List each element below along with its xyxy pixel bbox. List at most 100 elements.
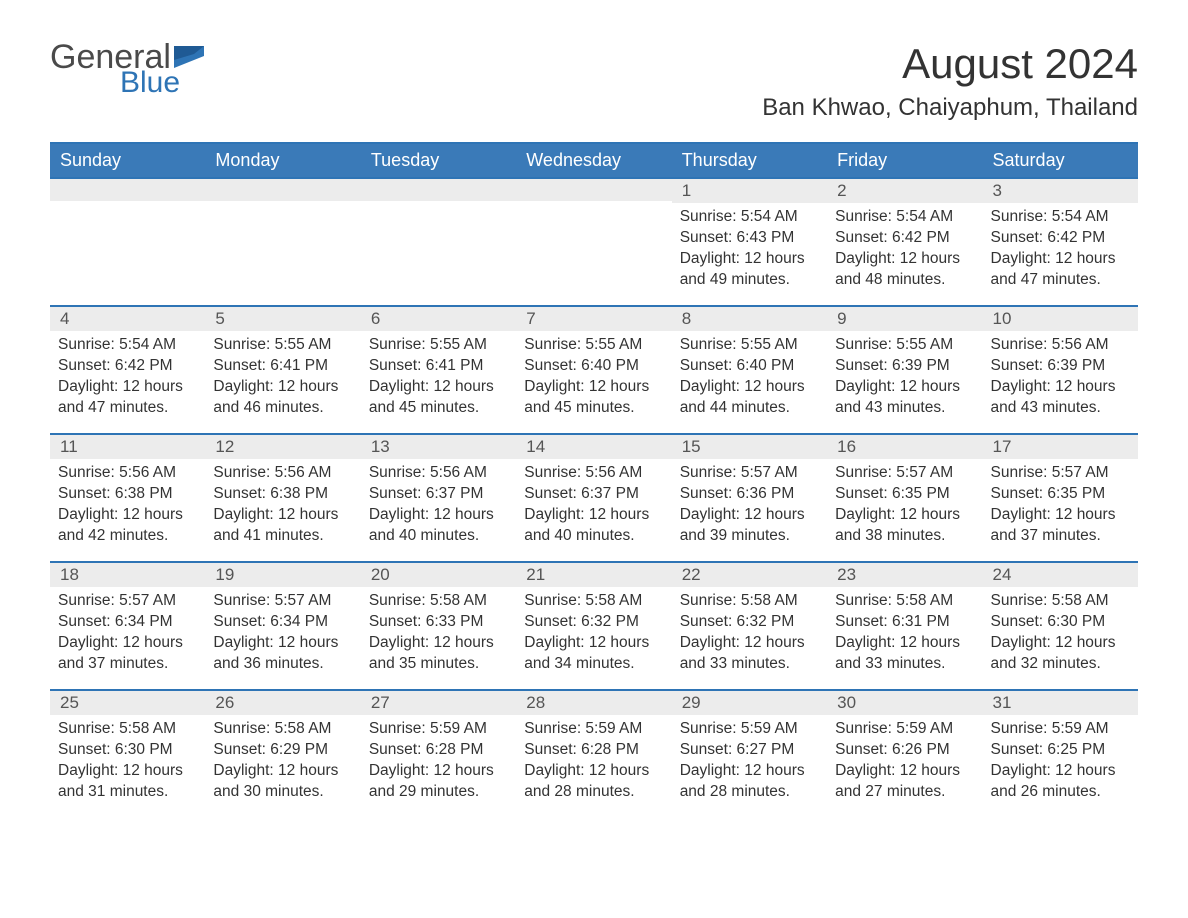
calendar-cell: 14Sunrise: 5:56 AMSunset: 6:37 PMDayligh… <box>516 433 671 561</box>
calendar-cell: 22Sunrise: 5:58 AMSunset: 6:32 PMDayligh… <box>672 561 827 689</box>
sunset-text: Sunset: 6:29 PM <box>213 740 352 761</box>
day-details: Sunrise: 5:56 AMSunset: 6:38 PMDaylight:… <box>205 459 360 553</box>
sunset-text: Sunset: 6:30 PM <box>991 612 1130 633</box>
day-number: 16 <box>827 433 982 459</box>
day-details: Sunrise: 5:58 AMSunset: 6:31 PMDaylight:… <box>827 587 982 681</box>
calendar-cell: 28Sunrise: 5:59 AMSunset: 6:28 PMDayligh… <box>516 689 671 817</box>
calendar-cell: 27Sunrise: 5:59 AMSunset: 6:28 PMDayligh… <box>361 689 516 817</box>
calendar-cell: 24Sunrise: 5:58 AMSunset: 6:30 PMDayligh… <box>983 561 1138 689</box>
daylight-text: Daylight: 12 hours and 47 minutes. <box>58 377 197 419</box>
calendar-cell <box>50 177 205 305</box>
daylight-text: Daylight: 12 hours and 34 minutes. <box>524 633 663 675</box>
sunrise-text: Sunrise: 5:58 AM <box>58 719 197 740</box>
day-details: Sunrise: 5:59 AMSunset: 6:27 PMDaylight:… <box>672 715 827 809</box>
sunrise-text: Sunrise: 5:55 AM <box>835 335 974 356</box>
daylight-text: Daylight: 12 hours and 48 minutes. <box>835 249 974 291</box>
day-number: 3 <box>983 177 1138 203</box>
calendar-cell <box>205 177 360 305</box>
day-details: Sunrise: 5:58 AMSunset: 6:30 PMDaylight:… <box>50 715 205 809</box>
day-details: Sunrise: 5:58 AMSunset: 6:33 PMDaylight:… <box>361 587 516 681</box>
day-number: 4 <box>50 305 205 331</box>
calendar-cell: 25Sunrise: 5:58 AMSunset: 6:30 PMDayligh… <box>50 689 205 817</box>
sunset-text: Sunset: 6:35 PM <box>991 484 1130 505</box>
sunrise-text: Sunrise: 5:57 AM <box>213 591 352 612</box>
sunset-text: Sunset: 6:26 PM <box>835 740 974 761</box>
sunset-text: Sunset: 6:37 PM <box>369 484 508 505</box>
empty-day-header <box>361 177 516 201</box>
daylight-text: Daylight: 12 hours and 31 minutes. <box>58 761 197 803</box>
sunrise-text: Sunrise: 5:59 AM <box>369 719 508 740</box>
calendar-cell: 21Sunrise: 5:58 AMSunset: 6:32 PMDayligh… <box>516 561 671 689</box>
sunrise-text: Sunrise: 5:57 AM <box>835 463 974 484</box>
daylight-text: Daylight: 12 hours and 43 minutes. <box>835 377 974 419</box>
calendar-cell: 3Sunrise: 5:54 AMSunset: 6:42 PMDaylight… <box>983 177 1138 305</box>
sunrise-text: Sunrise: 5:55 AM <box>680 335 819 356</box>
calendar-cell: 23Sunrise: 5:58 AMSunset: 6:31 PMDayligh… <box>827 561 982 689</box>
day-details: Sunrise: 5:54 AMSunset: 6:42 PMDaylight:… <box>983 203 1138 297</box>
day-number: 22 <box>672 561 827 587</box>
day-number: 23 <box>827 561 982 587</box>
calendar-cell: 15Sunrise: 5:57 AMSunset: 6:36 PMDayligh… <box>672 433 827 561</box>
day-number: 26 <box>205 689 360 715</box>
day-details: Sunrise: 5:59 AMSunset: 6:28 PMDaylight:… <box>361 715 516 809</box>
daylight-text: Daylight: 12 hours and 33 minutes. <box>680 633 819 675</box>
daylight-text: Daylight: 12 hours and 38 minutes. <box>835 505 974 547</box>
daylight-text: Daylight: 12 hours and 44 minutes. <box>680 377 819 419</box>
sunrise-text: Sunrise: 5:54 AM <box>680 207 819 228</box>
calendar-cell: 1Sunrise: 5:54 AMSunset: 6:43 PMDaylight… <box>672 177 827 305</box>
day-header: Sunday <box>50 143 205 177</box>
day-header: Saturday <box>983 143 1138 177</box>
day-number: 27 <box>361 689 516 715</box>
daylight-text: Daylight: 12 hours and 26 minutes. <box>991 761 1130 803</box>
day-number: 28 <box>516 689 671 715</box>
sunrise-text: Sunrise: 5:56 AM <box>213 463 352 484</box>
day-header: Thursday <box>672 143 827 177</box>
daylight-text: Daylight: 12 hours and 46 minutes. <box>213 377 352 419</box>
daylight-text: Daylight: 12 hours and 28 minutes. <box>524 761 663 803</box>
sunset-text: Sunset: 6:43 PM <box>680 228 819 249</box>
calendar-cell <box>361 177 516 305</box>
sunrise-text: Sunrise: 5:56 AM <box>991 335 1130 356</box>
day-details: Sunrise: 5:56 AMSunset: 6:39 PMDaylight:… <box>983 331 1138 425</box>
daylight-text: Daylight: 12 hours and 30 minutes. <box>213 761 352 803</box>
day-details: Sunrise: 5:55 AMSunset: 6:40 PMDaylight:… <box>516 331 671 425</box>
logo: General Blue <box>50 40 204 98</box>
sunrise-text: Sunrise: 5:59 AM <box>991 719 1130 740</box>
day-details: Sunrise: 5:54 AMSunset: 6:43 PMDaylight:… <box>672 203 827 297</box>
sunset-text: Sunset: 6:38 PM <box>58 484 197 505</box>
day-details: Sunrise: 5:58 AMSunset: 6:29 PMDaylight:… <box>205 715 360 809</box>
calendar-cell: 4 Sunrise: 5:54 AMSunset: 6:42 PMDaylight… <box>50 305 205 433</box>
day-number: 10 <box>983 305 1138 331</box>
calendar-cell: 8Sunrise: 5:55 AMSunset: 6:40 PMDaylight… <box>672 305 827 433</box>
daylight-text: Daylight: 12 hours and 49 minutes. <box>680 249 819 291</box>
day-number: 2 <box>827 177 982 203</box>
day-number: 30 <box>827 689 982 715</box>
sunrise-text: Sunrise: 5:56 AM <box>58 463 197 484</box>
calendar-cell: 6Sunrise: 5:55 AMSunset: 6:41 PMDaylight… <box>361 305 516 433</box>
day-details: Sunrise: 5:58 AMSunset: 6:32 PMDaylight:… <box>672 587 827 681</box>
day-details: Sunrise: 5:55 AMSunset: 6:40 PMDaylight:… <box>672 331 827 425</box>
day-details: Sunrise: 5:57 AMSunset: 6:36 PMDaylight:… <box>672 459 827 553</box>
day-number: 31 <box>983 689 1138 715</box>
sunrise-text: Sunrise: 5:58 AM <box>991 591 1130 612</box>
calendar-row: 18Sunrise: 5:57 AMSunset: 6:34 PMDayligh… <box>50 561 1138 689</box>
calendar-cell: 20Sunrise: 5:58 AMSunset: 6:33 PMDayligh… <box>361 561 516 689</box>
calendar-cell: 5Sunrise: 5:55 AMSunset: 6:41 PMDaylight… <box>205 305 360 433</box>
sunrise-text: Sunrise: 5:56 AM <box>369 463 508 484</box>
day-number: 15 <box>672 433 827 459</box>
sunset-text: Sunset: 6:42 PM <box>58 356 197 377</box>
day-number: 14 <box>516 433 671 459</box>
calendar-cell: 16Sunrise: 5:57 AMSunset: 6:35 PMDayligh… <box>827 433 982 561</box>
day-number: 20 <box>361 561 516 587</box>
sunrise-text: Sunrise: 5:59 AM <box>680 719 819 740</box>
day-number: 12 <box>205 433 360 459</box>
day-number: 25 <box>50 689 205 715</box>
calendar-cell: 26Sunrise: 5:58 AMSunset: 6:29 PMDayligh… <box>205 689 360 817</box>
sunset-text: Sunset: 6:41 PM <box>213 356 352 377</box>
sunrise-text: Sunrise: 5:58 AM <box>680 591 819 612</box>
sunrise-text: Sunrise: 5:54 AM <box>58 335 197 356</box>
daylight-text: Daylight: 12 hours and 35 minutes. <box>369 633 508 675</box>
calendar-row: 1Sunrise: 5:54 AMSunset: 6:43 PMDaylight… <box>50 177 1138 305</box>
day-number: 1 <box>672 177 827 203</box>
day-details: Sunrise: 5:59 AMSunset: 6:26 PMDaylight:… <box>827 715 982 809</box>
